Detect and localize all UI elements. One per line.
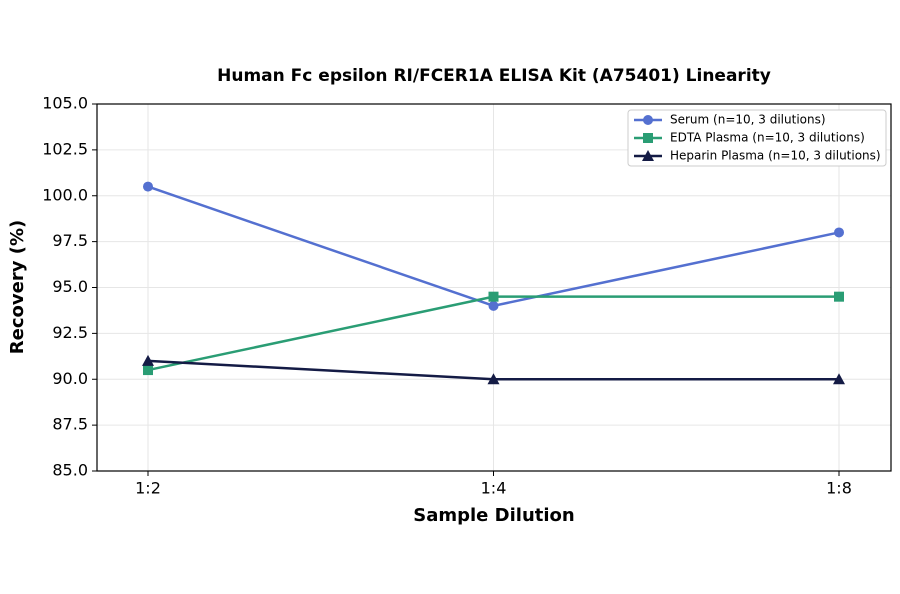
- y-tick-label: 90.0: [52, 369, 88, 388]
- y-tick-label: 87.5: [52, 415, 88, 434]
- y-tick-label: 102.5: [42, 139, 88, 158]
- x-tick-label: 1:4: [481, 479, 507, 498]
- marker: [143, 181, 153, 192]
- marker: [834, 227, 844, 238]
- marker: [834, 291, 844, 302]
- marker: [833, 373, 845, 385]
- marker: [488, 291, 499, 302]
- legend-label: EDTA Plasma (n=10, 3 dilutions): [670, 131, 865, 145]
- y-tick-label: 92.5: [52, 323, 88, 342]
- legend-label: Serum (n=10, 3 dilutions): [670, 113, 826, 127]
- y-tick-label: 100.0: [42, 185, 88, 204]
- legend-label: Heparin Plasma (n=10, 3 dilutions): [670, 149, 881, 163]
- marker: [142, 354, 154, 366]
- marker: [643, 133, 653, 143]
- marker: [143, 365, 153, 376]
- chart-title: Human Fc epsilon RI/FCER1A ELISA Kit (A7…: [217, 66, 771, 86]
- marker: [642, 150, 654, 161]
- legend: Serum (n=10, 3 dilutions) EDTA Plasma (n=…: [627, 109, 887, 167]
- y-tick-label: 105.0: [42, 94, 88, 113]
- y-tick-label: 95.0: [52, 277, 88, 296]
- plot-frame: [96, 103, 892, 472]
- x-axis-label: Sample Dilution: [413, 505, 574, 526]
- marker: [488, 300, 499, 311]
- y-tick-label: 97.5: [52, 231, 88, 250]
- y-axis-label: Recovery (%): [7, 220, 28, 354]
- x-tick-label: 1:2: [135, 479, 161, 498]
- marker: [487, 373, 500, 385]
- y-tick-label: 85.0: [52, 461, 88, 480]
- x-tick-label: 1:8: [826, 479, 852, 498]
- legend-box: [627, 109, 887, 167]
- marker: [643, 115, 653, 125]
